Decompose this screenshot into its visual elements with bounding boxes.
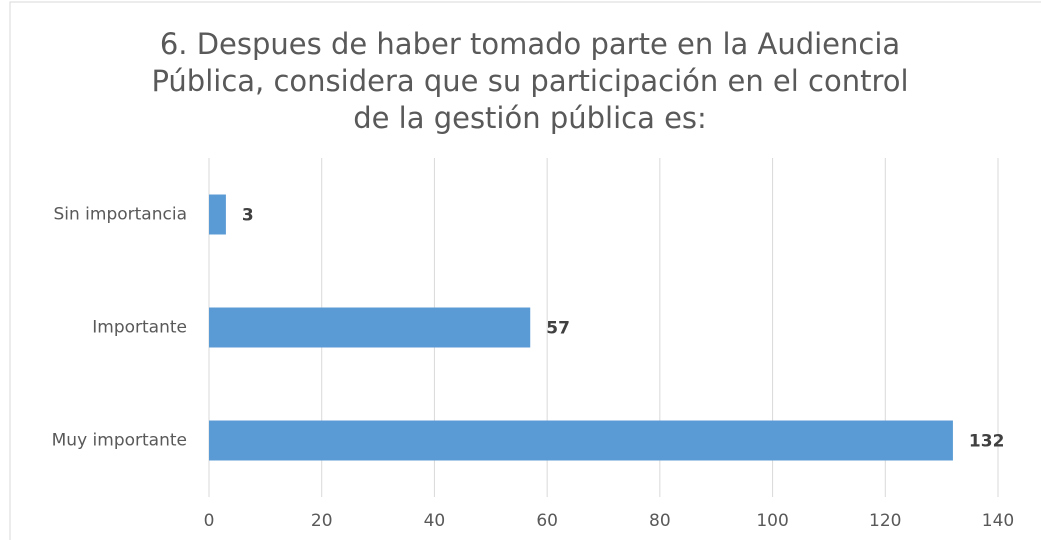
x-tick-label: 100 bbox=[756, 511, 788, 531]
y-tick-label: Importante bbox=[92, 318, 187, 338]
x-tick-label: 20 bbox=[311, 511, 333, 531]
x-tick-label: 120 bbox=[869, 511, 901, 531]
x-tick-label: 140 bbox=[982, 511, 1014, 531]
bar bbox=[209, 307, 531, 348]
x-tick-label: 60 bbox=[536, 511, 558, 531]
bar bbox=[209, 194, 226, 235]
y-tick-label: Muy importante bbox=[52, 431, 187, 451]
data-label: 57 bbox=[546, 319, 570, 339]
bar bbox=[209, 420, 953, 461]
x-tick-label: 0 bbox=[204, 511, 215, 531]
y-tick-label: Sin importancia bbox=[53, 205, 187, 225]
chart-border bbox=[9, 1, 1041, 540]
data-label: 132 bbox=[969, 432, 1005, 452]
x-tick-label: 40 bbox=[424, 511, 446, 531]
chart-title: 6. Despues de haber tomado parte en la A… bbox=[151, 27, 909, 135]
x-tick-label: 80 bbox=[649, 511, 671, 531]
data-label: 3 bbox=[242, 206, 254, 226]
